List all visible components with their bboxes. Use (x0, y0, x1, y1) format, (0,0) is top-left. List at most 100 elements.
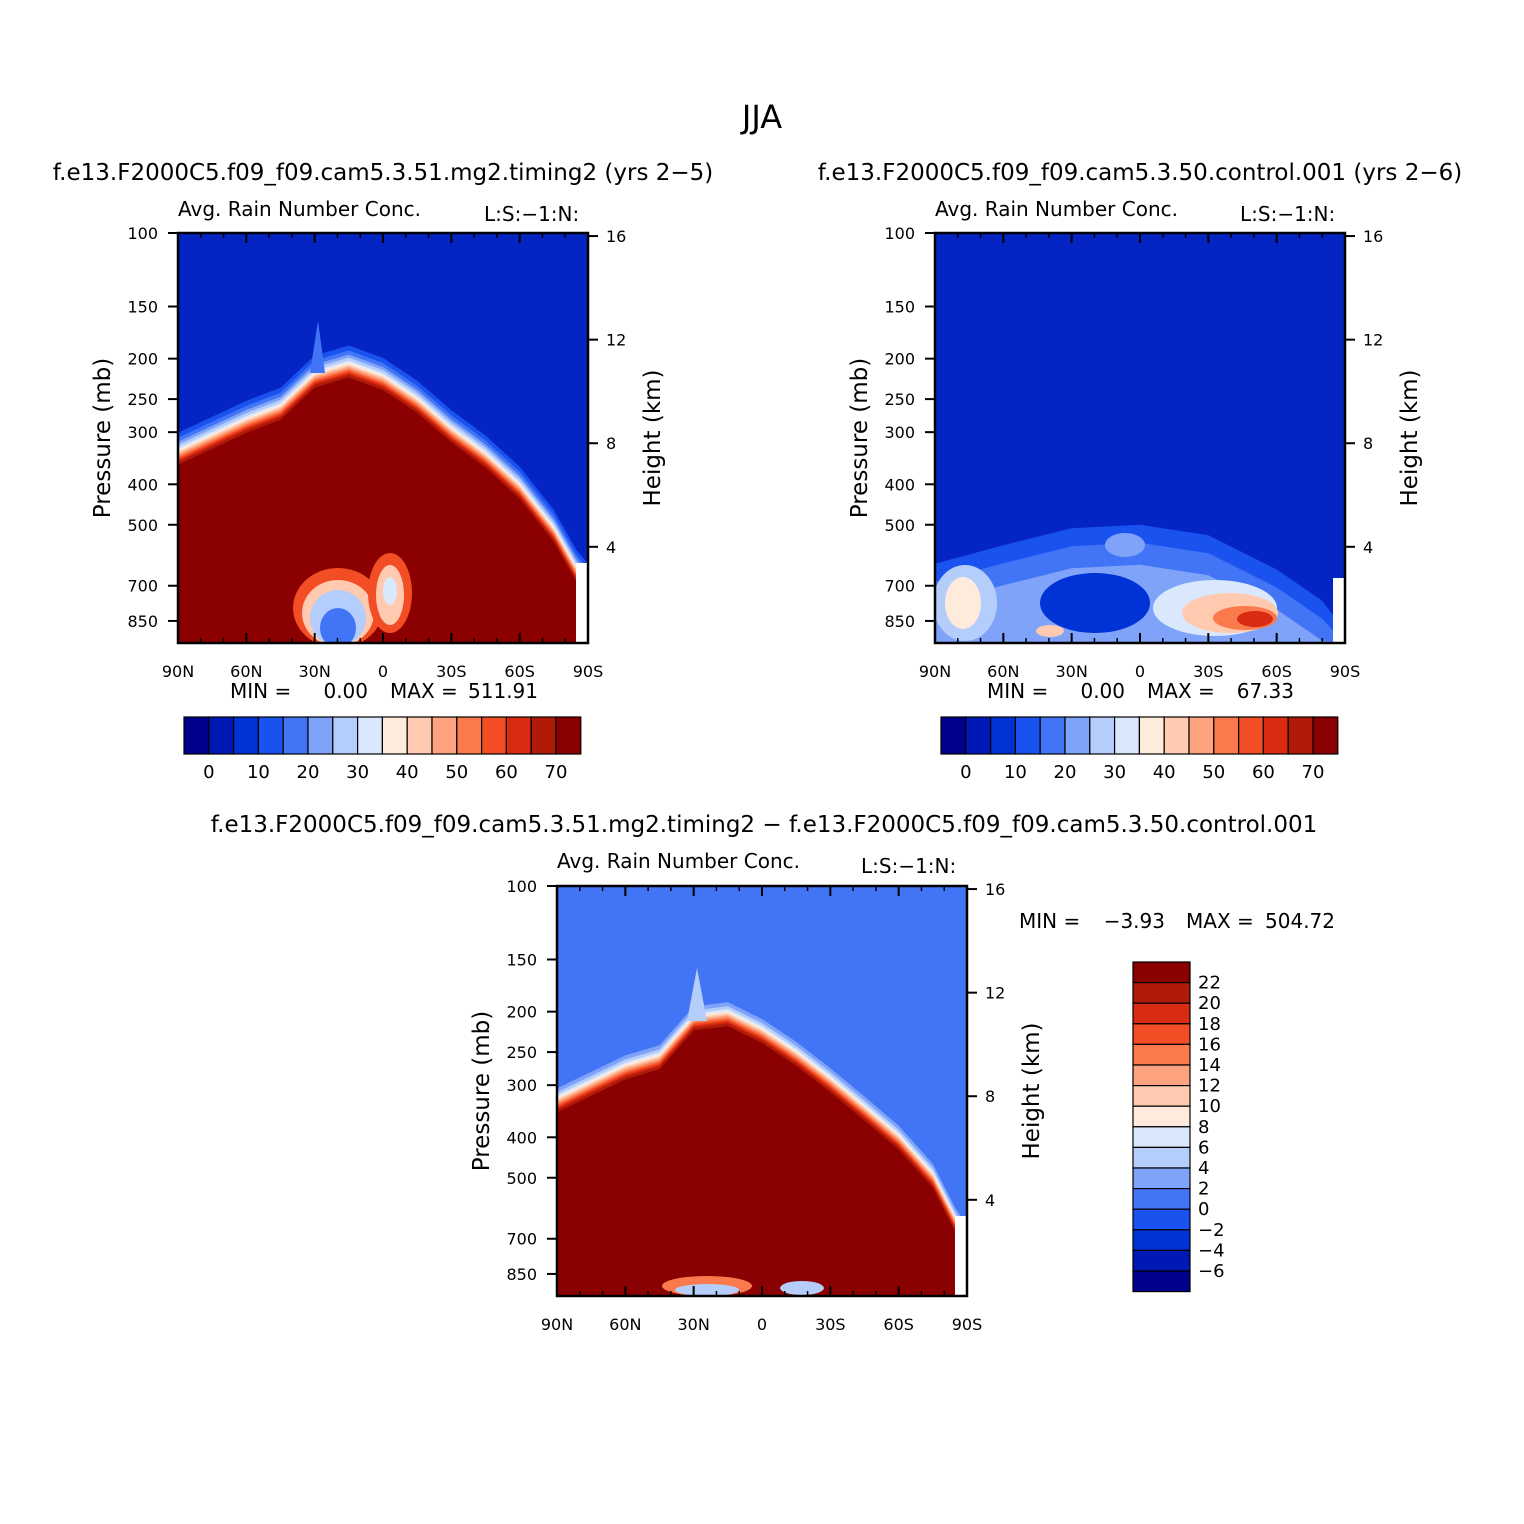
colorbar-swatch (282, 716, 309, 755)
p-tick-label: 100 (506, 877, 537, 896)
colorbar-swatch (1132, 1064, 1191, 1087)
colorbar-swatch (1064, 716, 1091, 755)
colorbar-swatch (183, 716, 210, 755)
min-value: 0.00 (323, 679, 368, 703)
colorbar-swatch (1138, 716, 1165, 755)
colorbar-swatch (332, 716, 359, 755)
p-tick-label: 850 (506, 1265, 537, 1284)
contour-band (1036, 625, 1064, 637)
colorbar-swatch (1132, 1023, 1191, 1045)
colorbar-label: 60 (1252, 762, 1275, 783)
colorbar-label: 16 (1198, 1034, 1221, 1055)
colorbar-label: 10 (247, 762, 270, 783)
case-title: f.e13.F2000C5.f09_f09.cam5.3.50.control.… (818, 160, 1462, 186)
colorbar-label: 50 (1202, 762, 1225, 783)
x-tick-label: 30N (678, 1315, 710, 1334)
y-axis-label: Pressure (mb) (847, 358, 873, 518)
colorbar-swatch (1132, 1043, 1191, 1066)
plot-axes: 90N 60N 30N 0 30S 60S 90S 100 150 200 250 300 400 500… (506, 877, 1005, 1334)
colorbar-label: 6 (1198, 1137, 1209, 1158)
p-tick-label: 300 (506, 1076, 537, 1095)
colorbar-swatch (1039, 716, 1066, 755)
colorbar-swatch (1089, 716, 1116, 755)
colorbar-label: 12 (1198, 1076, 1221, 1097)
y2-axis-label: Height (km) (640, 369, 666, 506)
x-tick-label: 90S (573, 662, 604, 681)
colorbar-swatch (381, 716, 408, 755)
colorbar-swatch (1312, 716, 1339, 755)
contour-field (178, 233, 588, 643)
difference-title: f.e13.F2000C5.f09_f09.cam5.3.51.mg2.timi… (211, 812, 1318, 838)
y2-axis-label: Height (km) (1019, 1022, 1045, 1159)
p-tick-label: 700 (506, 1230, 537, 1249)
p-tick-label: 200 (884, 350, 915, 369)
colorbar-label: 8 (1198, 1117, 1209, 1138)
contour-band (320, 608, 356, 643)
colorbar-swatch (307, 716, 334, 755)
max-label: MAX = (1147, 679, 1215, 703)
colorbar-swatch (555, 716, 582, 755)
colorbar-swatch (1132, 961, 1191, 984)
min-value: −3.93 (1104, 909, 1165, 933)
h-tick-label: 12 (606, 331, 626, 350)
contour-band (1237, 611, 1273, 627)
contour-band (955, 1216, 967, 1296)
min-label: MIN = (230, 679, 291, 703)
colorbar-swatch (1188, 716, 1215, 755)
x-tick-label: 60N (987, 662, 1019, 681)
h-tick-label: 16 (1363, 227, 1383, 246)
contour-band (1040, 573, 1150, 633)
p-tick-label: 500 (127, 516, 158, 535)
h-tick-label: 8 (1363, 434, 1373, 453)
max-value: 511.91 (468, 679, 538, 703)
h-tick-label: 16 (606, 227, 626, 246)
colorbar-swatch (1014, 716, 1041, 755)
p-tick-label: 150 (127, 298, 158, 317)
h-tick-label: 4 (1363, 538, 1373, 557)
colorbar-swatch (1132, 1084, 1191, 1107)
colorbar: 0 10 20 30 40 50 60 70 (183, 716, 582, 783)
contour-band (576, 563, 588, 643)
h-tick-label: 12 (1363, 331, 1383, 350)
max-label: MAX = (1186, 909, 1254, 933)
panel-control: f.e13.F2000C5.f09_f09.cam5.3.50.control.… (818, 160, 1462, 783)
x-tick-label: 90N (919, 662, 951, 681)
colorbar-label: 18 (1198, 1014, 1221, 1035)
p-tick-label: 200 (506, 1003, 537, 1022)
colorbar-label: 0 (203, 762, 214, 783)
colorbar-swatch (530, 716, 557, 755)
p-tick-label: 700 (127, 577, 158, 596)
min-value: 0.00 (1080, 679, 1125, 703)
y-axis-label: Pressure (mb) (90, 358, 116, 518)
colorbar-swatch (357, 716, 384, 755)
max-value: 67.33 (1237, 679, 1294, 703)
colorbar-label: 20 (297, 762, 320, 783)
h-tick-label: 12 (985, 984, 1005, 1003)
x-tick-label: 60N (230, 662, 262, 681)
contour-band (675, 1284, 739, 1296)
max-label: MAX = (390, 679, 458, 703)
colorbar-label: 70 (1302, 762, 1325, 783)
colorbar-swatch (1132, 1002, 1191, 1025)
p-tick-label: 100 (127, 224, 158, 243)
colorbar-swatch (1132, 1105, 1191, 1128)
p-tick-label: 250 (884, 390, 915, 409)
y2-axis-label: Height (km) (1397, 369, 1423, 506)
x-tick-label: 30S (1193, 662, 1224, 681)
colorbar-swatch (1213, 716, 1240, 755)
variable-label: Avg. Rain Number Conc. (935, 197, 1178, 221)
contour-band (780, 1281, 824, 1295)
colorbar-label: 22 (1198, 973, 1221, 994)
colorbar-swatch (1132, 1270, 1191, 1293)
colorbar-label: 50 (445, 762, 468, 783)
h-tick-label: 4 (985, 1191, 995, 1210)
colorbar-label: 2 (1198, 1179, 1209, 1200)
colorbar-swatch (1132, 1126, 1191, 1149)
p-tick-label: 400 (506, 1128, 537, 1147)
contour-band (945, 577, 981, 629)
p-tick-label: 300 (884, 423, 915, 442)
contour-band (178, 377, 588, 643)
x-tick-label: 60S (504, 662, 535, 681)
